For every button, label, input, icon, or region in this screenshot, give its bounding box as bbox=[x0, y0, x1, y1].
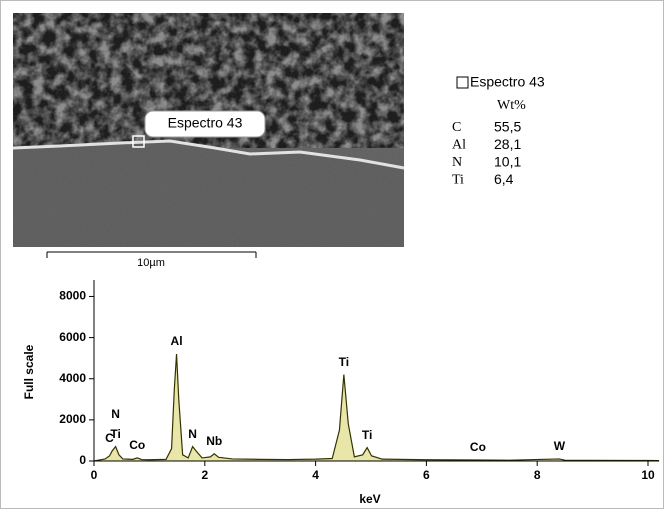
label-box bbox=[144, 110, 266, 138]
x-axis-label: keV bbox=[359, 492, 380, 506]
element: Al bbox=[452, 138, 466, 153]
peak-label: C bbox=[105, 431, 114, 445]
peak-label: Ti bbox=[339, 355, 349, 369]
scale-bar bbox=[46, 251, 257, 258]
y-axis-label: Full scale bbox=[22, 344, 36, 399]
x-tick-label: 6 bbox=[423, 468, 430, 482]
spectrum-marker bbox=[132, 135, 145, 148]
y-tick-label: 2000 bbox=[59, 412, 86, 426]
x-tick-label: 10 bbox=[641, 468, 655, 482]
composition-table: C 55,5 Al 28,1 N 10,1 Ti 6,4 bbox=[452, 119, 521, 188]
legend-square bbox=[456, 76, 469, 89]
element: C bbox=[452, 120, 461, 135]
peak-label: Co bbox=[129, 438, 145, 452]
weight-percent: 28,1 bbox=[494, 136, 521, 152]
y-tick-label: 4000 bbox=[59, 371, 86, 385]
scale-label: 10µm bbox=[137, 257, 165, 269]
peak-label: Al bbox=[171, 334, 183, 348]
y-tick-label: 8000 bbox=[59, 289, 86, 303]
x-tick-label: 2 bbox=[201, 468, 208, 482]
peak-label: Ti bbox=[110, 427, 120, 441]
peak-label: N bbox=[188, 427, 197, 441]
x-tick-label: 0 bbox=[91, 468, 98, 482]
element: N bbox=[452, 155, 462, 170]
peak-label: W bbox=[554, 439, 566, 453]
weight-percent: 55,5 bbox=[494, 119, 521, 135]
x-tick-label: 4 bbox=[312, 468, 319, 482]
x-tick-label: 8 bbox=[534, 468, 541, 482]
weight-percent: 10,1 bbox=[494, 154, 521, 170]
weight-percent: 6,4 bbox=[494, 171, 514, 187]
composition-header: Wt% bbox=[497, 98, 526, 113]
peak-label: Nb bbox=[206, 434, 222, 448]
element: Ti bbox=[452, 173, 464, 188]
y-tick-label: 0 bbox=[79, 453, 86, 467]
y-tick-label: 6000 bbox=[59, 330, 86, 344]
peak-label: Co bbox=[470, 440, 486, 454]
composition-title: Espectro 43 bbox=[470, 74, 545, 90]
spectrum-line bbox=[93, 354, 660, 462]
image-label: Espectro 43 bbox=[168, 115, 243, 131]
peak-label: N bbox=[111, 407, 120, 421]
peak-label: Ti bbox=[362, 428, 372, 442]
